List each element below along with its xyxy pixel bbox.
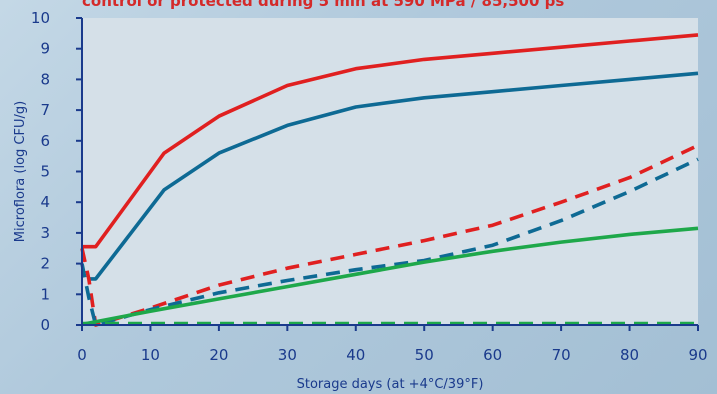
y-tick-label: 4 xyxy=(40,193,50,211)
x-tick-label: 40 xyxy=(346,346,365,364)
series-line-1-solid xyxy=(82,33,699,249)
y-axis-title: Microflora (log CFU/g) xyxy=(13,101,28,242)
y-tick-label: 6 xyxy=(40,132,50,150)
tick-labels: 0 1 2 3 4 5 6 7 8 9 10 0 10 20 30 40 50 60 70 80 90 xyxy=(31,9,708,364)
y-tick-label: 10 xyxy=(31,9,50,27)
y-tick-label: 3 xyxy=(40,224,50,242)
series-line-2-solid xyxy=(88,71,699,281)
y-tick-label: 7 xyxy=(40,101,50,119)
x-tick-label: 10 xyxy=(141,346,160,364)
series-line-5-solid xyxy=(81,226,699,327)
y-tick-label: 5 xyxy=(40,163,50,181)
y-tick-label: 1 xyxy=(40,285,50,303)
axes xyxy=(76,17,699,331)
chart-title: control or protected during 5 min at 590… xyxy=(82,0,564,10)
series-layer xyxy=(80,33,699,327)
y-tick-label: 2 xyxy=(40,255,50,273)
y-tick-label: 0 xyxy=(40,316,50,334)
x-tick-label: 70 xyxy=(552,346,571,364)
x-tick-label: 20 xyxy=(209,346,228,364)
plot-area xyxy=(82,18,698,325)
x-tick-label: 30 xyxy=(278,346,297,364)
x-axis-title: Storage days (at +4°C/39°F) xyxy=(297,377,484,392)
y-tick-label: 9 xyxy=(40,40,50,58)
x-tick-label: 50 xyxy=(415,346,434,364)
y-tick-label: 8 xyxy=(40,70,50,88)
x-tick-label: 90 xyxy=(688,346,707,364)
x-tick-label: 80 xyxy=(620,346,639,364)
x-tick-label: 0 xyxy=(77,346,87,364)
x-tick-label: 60 xyxy=(483,346,502,364)
